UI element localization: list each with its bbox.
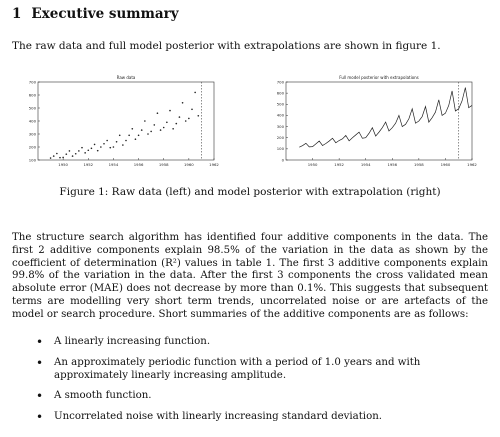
data-point (68, 150, 71, 152)
component-item: A linearly increasing function. (34, 336, 474, 349)
data-point (62, 156, 64, 159)
data-point (103, 142, 105, 145)
data-point (84, 152, 86, 154)
data-point (87, 149, 90, 152)
plot-title: Full model posterior with extrapolations (339, 75, 419, 80)
components-list: A linearly increasing function. An appro… (34, 336, 474, 432)
x-tick-label: 1962 (209, 162, 219, 167)
section-title: Executive summary (31, 6, 179, 22)
plot-frame (285, 81, 473, 161)
y-tick-label: 200 (277, 135, 285, 140)
data-point (169, 109, 171, 112)
data-point (147, 133, 149, 135)
data-point (159, 129, 162, 131)
y-tick-label: 500 (277, 102, 285, 107)
raw-data-plot-svg: Raw data 100 200 300 400 500 600 700 1950 1952 195… (29, 75, 220, 167)
data-point (131, 128, 134, 130)
data-point (56, 152, 58, 155)
data-point (106, 139, 108, 142)
y-tick-label: 700 (29, 79, 37, 84)
y-tick-label: 600 (29, 92, 37, 97)
intro-text: The raw data and full model posterior wi… (12, 40, 441, 52)
plot-title: Raw data (117, 75, 136, 80)
data-point (122, 144, 124, 146)
component-item: A smooth function. (34, 390, 474, 403)
data-point (71, 155, 74, 157)
data-point (125, 139, 127, 142)
y-tick-label: 200 (29, 144, 37, 149)
data-point (197, 115, 200, 117)
y-tick-label: 100 (277, 146, 285, 151)
x-tick-label: 1960 (184, 162, 194, 167)
data-point (81, 146, 83, 149)
data-point (93, 143, 96, 146)
data-point (49, 157, 52, 159)
figure-caption: Figure 1: Raw data (left) and model post… (59, 186, 441, 198)
x-tick-label: 1952 (334, 162, 344, 167)
data-point (115, 141, 118, 143)
section-number: 1 (12, 6, 22, 22)
raw-data-plot: Raw data 100 200 300 400 500 600 700 1950 1952 195… (20, 72, 220, 172)
x-tick-label: 1956 (134, 162, 144, 167)
x-tick-label: 1962 (467, 162, 477, 167)
data-point (194, 91, 196, 94)
data-point (153, 124, 156, 126)
x-tick-label: 1958 (414, 162, 424, 167)
component-item: Uncorrelated noise with linearly increas… (34, 411, 474, 424)
data-point (74, 152, 77, 155)
y-tick-label: 100 (29, 157, 37, 162)
data-point (96, 149, 99, 152)
data-point (65, 153, 68, 155)
data-point (191, 108, 193, 111)
x-tick-label: 1960 (441, 162, 451, 167)
posterior-plot-svg: Full model posterior with extrapolations… (277, 75, 478, 167)
x-tick-label: 1958 (159, 162, 169, 167)
y-tick-label: 0 (282, 157, 285, 162)
data-point (175, 122, 178, 125)
data-point (90, 147, 93, 150)
data-point (184, 120, 187, 122)
posterior-series-line (299, 87, 473, 148)
y-tick-label: 400 (29, 118, 37, 123)
posterior-plot: Full model posterior with extrapolations… (268, 72, 478, 172)
data-point (128, 134, 130, 137)
x-tick-label: 1956 (387, 162, 397, 167)
data-point (78, 150, 80, 152)
data-point (109, 146, 112, 149)
data-point (172, 128, 174, 130)
y-tick-label: 300 (29, 131, 37, 136)
y-tick-label: 300 (277, 124, 285, 129)
data-point (134, 138, 137, 140)
data-point (59, 156, 61, 159)
data-point (137, 134, 140, 137)
plot-frame (37, 81, 215, 161)
data-point (144, 120, 146, 122)
data-point (188, 117, 190, 120)
data-point (166, 121, 168, 124)
x-tick-label: 1954 (109, 162, 119, 167)
x-tick-label: 1950 (58, 162, 68, 167)
section-heading: 1 Executive summary (12, 6, 179, 22)
data-point (178, 116, 181, 118)
data-point (112, 146, 115, 148)
data-point (156, 112, 159, 114)
x-tick-label: 1952 (83, 162, 93, 167)
y-tick-label: 600 (277, 90, 285, 95)
x-tick-label: 1954 (361, 162, 371, 167)
summary-paragraph: The structure search algorithm has ident… (12, 232, 488, 320)
data-point (150, 130, 152, 133)
data-point (118, 134, 121, 137)
data-point (100, 146, 102, 148)
component-item: An approximately periodic function with … (34, 357, 474, 383)
data-point (52, 155, 55, 157)
data-point (181, 102, 184, 104)
data-point (162, 126, 165, 129)
data-point (140, 129, 143, 131)
y-tick-label: 500 (29, 105, 37, 110)
x-tick-label: 1950 (308, 162, 318, 167)
y-tick-label: 400 (277, 113, 285, 118)
y-tick-label: 700 (277, 79, 285, 84)
